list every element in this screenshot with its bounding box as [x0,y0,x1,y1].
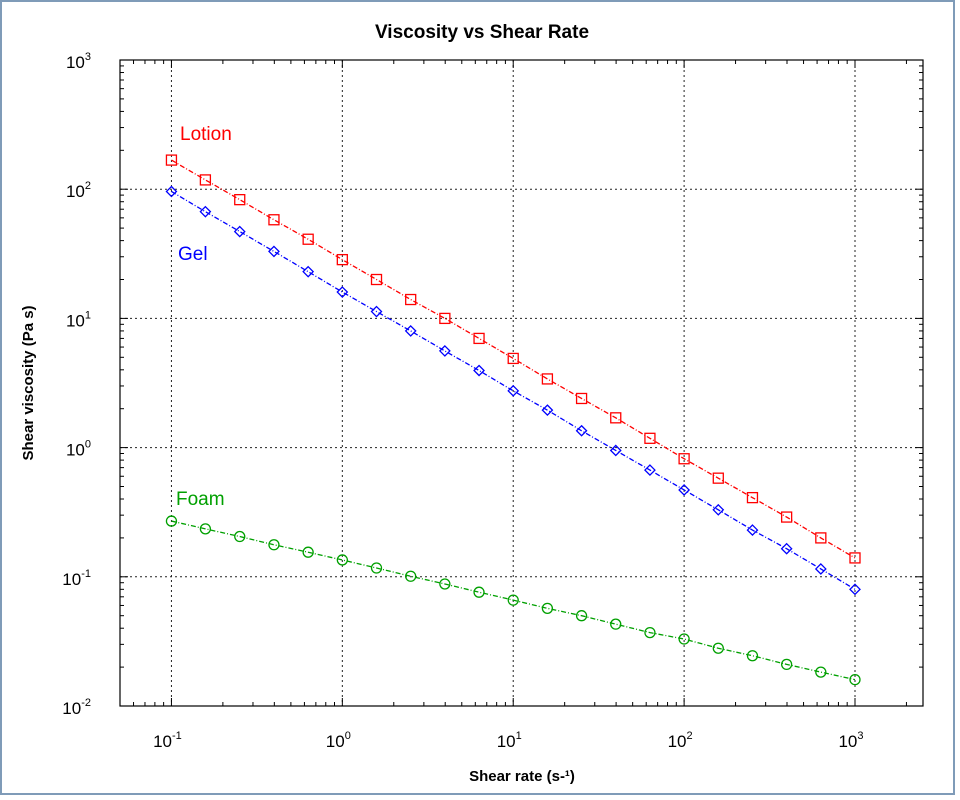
ticks-layer: 10-1 100 101 102 103 10-2 10-1 100 101 102 103 [62,51,923,751]
plot-area-border [119,59,924,707]
foam-data-point [541,602,554,614]
foam-series-label: Foam [176,489,225,510]
lotion-data-point [234,194,246,206]
x-tick-label: 103 [838,730,863,751]
lotion-data-point [302,233,314,245]
foam-data-point [302,546,314,558]
gel-data-point [370,305,383,318]
lotion-data-point [165,154,178,166]
foam-data-point [746,650,759,662]
x-tick-label: 102 [668,730,693,751]
grid-layer [120,60,923,706]
lotion-series-label: Lotion [180,124,232,145]
lotion-data-point [405,293,417,306]
foam-series-line [171,520,856,681]
y-tick-label: 102 [66,180,91,201]
chart-title: Viscosity vs Shear Rate [375,22,589,43]
gel-data-point [507,384,520,397]
gel-data-point [438,345,451,357]
gel-data-point [336,286,349,298]
foam-data-point [644,626,656,639]
gel-data-point [712,503,725,516]
foam-data-point [780,658,793,671]
gel-series-label: Gel [178,244,208,265]
foam-data-point [268,539,280,551]
gel-data-point [233,225,246,238]
lotion-data-point [199,174,212,186]
y-axis-label: Shear viscosity (Pa s) [20,305,37,460]
lotion-data-point [541,373,554,385]
lotion-data-point [849,552,861,564]
foam-data-point [405,570,417,582]
y-tick-label: 10-1 [62,568,91,589]
foam-data-point [575,610,588,622]
gel-data-point [302,265,315,278]
foam-data-point [234,530,246,543]
gel-data-point [644,464,656,476]
foam-data-point [678,633,690,645]
lotion-data-point [507,352,519,365]
lotion-data-point [439,312,451,325]
foam-data-point [610,618,622,630]
lotion-data-point [575,392,588,405]
x-tick-label: 101 [497,730,522,751]
lotion-data-point [815,532,827,544]
gel-series-line [171,190,856,590]
y-tick-label: 100 [66,439,91,460]
lotion-data-point [712,472,724,484]
foam-data-point [199,523,212,535]
foam-data-point [507,594,519,606]
series-layer: Lotion Gel Foam [165,124,861,686]
gel-data-point [165,185,178,198]
foam-data-point [370,562,383,574]
gel-data-point [678,484,691,496]
lotion-data-point [473,332,485,345]
lotion-data-point [678,453,690,465]
lotion-data-point [336,253,348,266]
y-tick-label: 103 [66,51,91,72]
lotion-data-point [610,412,622,424]
gel-data-point [268,245,280,258]
foam-data-point [473,586,485,598]
lotion-data-point [268,214,280,226]
x-axis-label: Shear rate (s-¹) [469,768,575,785]
lotion-data-point [370,273,383,286]
y-tick-label: 101 [66,309,91,330]
lotion-data-point [644,432,656,444]
lotion-series-line [171,159,856,559]
gel-data-point [541,404,554,417]
lotion-data-point [746,491,759,504]
x-tick-label: 100 [326,730,351,751]
foam-data-point [712,642,724,654]
gel-data-point [814,563,827,575]
gel-data-point [609,444,622,457]
foam-data-point [165,515,178,527]
foam-data-point [439,578,451,590]
gel-data-point [780,542,793,555]
foam-data-point [849,673,861,686]
y-tick-label: 10-2 [62,697,91,718]
gel-data-point [199,205,212,218]
gel-data-point [746,524,759,536]
gel-data-point [849,583,861,596]
foam-data-point [815,666,827,678]
gel-data-point [473,364,485,377]
gel-data-point [575,424,588,437]
lotion-data-point [780,511,793,523]
gel-data-point [404,325,417,337]
x-tick-label: 10-1 [153,730,182,751]
foam-data-point [336,554,348,566]
